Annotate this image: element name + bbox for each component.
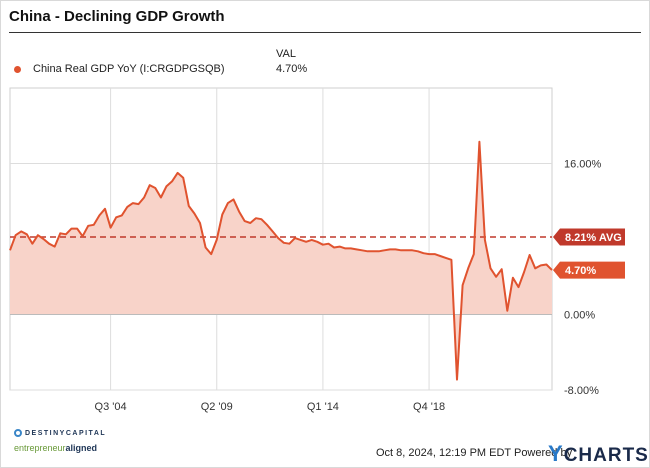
legend-value-heading: VAL	[276, 48, 296, 60]
last-value-tag: 4.70%	[553, 261, 625, 279]
aligned-logo-text: aligned	[65, 443, 98, 453]
average-tag-text: 8.21% AVG	[565, 232, 622, 244]
x-tick-label: Q2 '09	[201, 401, 233, 413]
destiny-logo-text: DESTINYCAPITAL	[25, 430, 107, 437]
average-tag: 8.21% AVG	[553, 228, 625, 246]
destiny-mark-icon	[14, 429, 22, 437]
average-tag-bg	[553, 228, 625, 246]
last-value-tag-bg	[553, 261, 625, 279]
title-divider	[9, 32, 641, 33]
series-area	[10, 141, 552, 380]
value-tags: 8.21% AVG 4.70%	[553, 228, 625, 279]
x-tick-label: Q4 '18	[413, 401, 445, 413]
destiny-capital-logo: DESTINYCAPITAL	[14, 429, 106, 437]
ycharts-y-letter: Y	[548, 441, 564, 466]
legend-series-value: 4.70%	[276, 63, 308, 75]
legend-series-name: China Real GDP YoY (I:CRGDPGSQB)	[33, 63, 225, 75]
series-dot-icon	[14, 66, 21, 73]
y-tick-label: 0.00%	[564, 310, 595, 322]
ycharts-wordmark: CHARTS	[563, 445, 649, 466]
x-tick-label: Q1 '14	[307, 401, 339, 413]
footer-timestamp: Oct 8, 2024, 12:19 PM EDT Powered by	[376, 447, 573, 459]
entrepreneur-aligned-logo: entrepreneuraligned	[14, 443, 97, 453]
entrepreneur-logo-text: entrepreneur	[14, 443, 66, 453]
x-tick-label: Q3 '04	[95, 401, 127, 413]
series-line	[9, 140, 553, 381]
y-tick-label: 16.00%	[564, 159, 602, 171]
x-axis: Q3 '04 Q2 '09 Q1 '14 Q4 '18	[95, 401, 446, 413]
y-tick-label: -8.00%	[564, 385, 599, 397]
legend-entry[interactable]: China Real GDP YoY (I:CRGDPGSQB) 4.70%	[14, 63, 314, 77]
ycharts-logo[interactable]: YCHARTS	[548, 441, 649, 467]
y-axis: 16.00% 0.00% -8.00%	[564, 159, 602, 398]
chart-title: China - Declining GDP Growth	[9, 8, 225, 25]
last-value-tag-text: 4.70%	[565, 265, 596, 277]
